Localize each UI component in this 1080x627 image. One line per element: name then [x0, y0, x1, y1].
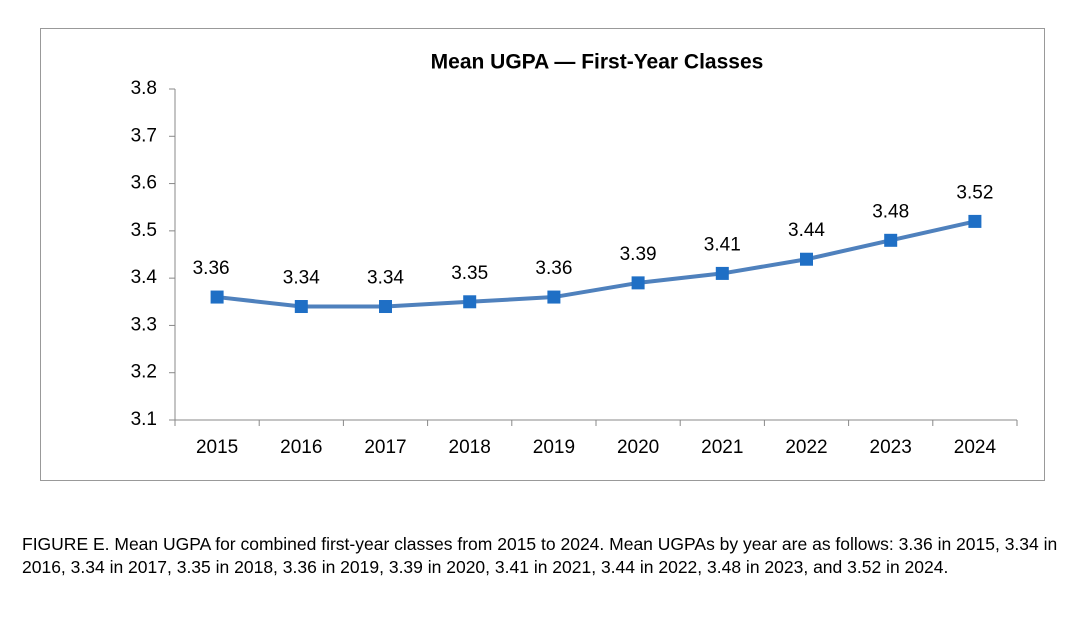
- x-tick-label: 2022: [785, 437, 827, 458]
- marker: [884, 233, 898, 247]
- marker: [715, 266, 729, 280]
- y-tick-label: 3.6: [131, 173, 157, 194]
- y-tick-label: 3.7: [131, 125, 157, 146]
- marker: [631, 276, 645, 290]
- data-label: 3.36: [535, 258, 572, 279]
- x-tick-label: 2024: [954, 437, 997, 458]
- marker: [968, 214, 982, 228]
- x-tick-label: 2021: [701, 437, 743, 458]
- data-label: 3.35: [451, 263, 488, 284]
- data-label: 3.34: [283, 268, 320, 289]
- y-tick-label: 3.8: [131, 78, 157, 99]
- marker: [210, 290, 224, 304]
- data-label: 3.39: [620, 244, 657, 265]
- x-tick-label: 2015: [196, 437, 238, 458]
- data-label: 3.41: [704, 234, 741, 255]
- x-tick-label: 2019: [533, 437, 575, 458]
- y-tick-label: 3.5: [131, 220, 157, 241]
- y-tick-label: 3.3: [131, 314, 157, 335]
- data-label: 3.44: [788, 220, 825, 241]
- marker: [379, 300, 392, 314]
- y-tick-label: 3.1: [131, 409, 157, 430]
- figure-caption: FIGURE E. Mean UGPA for combined first-y…: [22, 534, 1058, 577]
- marker: [800, 252, 813, 266]
- data-label: 3.52: [956, 182, 993, 203]
- chart-title: Mean UGPA — First-Year Classes: [431, 51, 764, 74]
- marker: [463, 295, 477, 309]
- data-label: 3.34: [367, 268, 404, 289]
- x-tick-label: 2020: [617, 437, 659, 458]
- chart-frame: [40, 28, 1045, 481]
- x-tick-label: 2018: [449, 437, 491, 458]
- x-tick-label: 2023: [870, 437, 912, 458]
- y-tick-label: 3.4: [131, 267, 158, 288]
- series-line: [216, 219, 976, 309]
- x-tick-label: 2016: [280, 437, 322, 458]
- marker: [294, 300, 308, 314]
- data-label: 3.36: [193, 258, 230, 279]
- marker: [547, 290, 561, 304]
- data-label: 3.48: [872, 201, 909, 222]
- y-tick-label: 3.2: [131, 362, 157, 383]
- x-tick-label: 2017: [364, 437, 406, 458]
